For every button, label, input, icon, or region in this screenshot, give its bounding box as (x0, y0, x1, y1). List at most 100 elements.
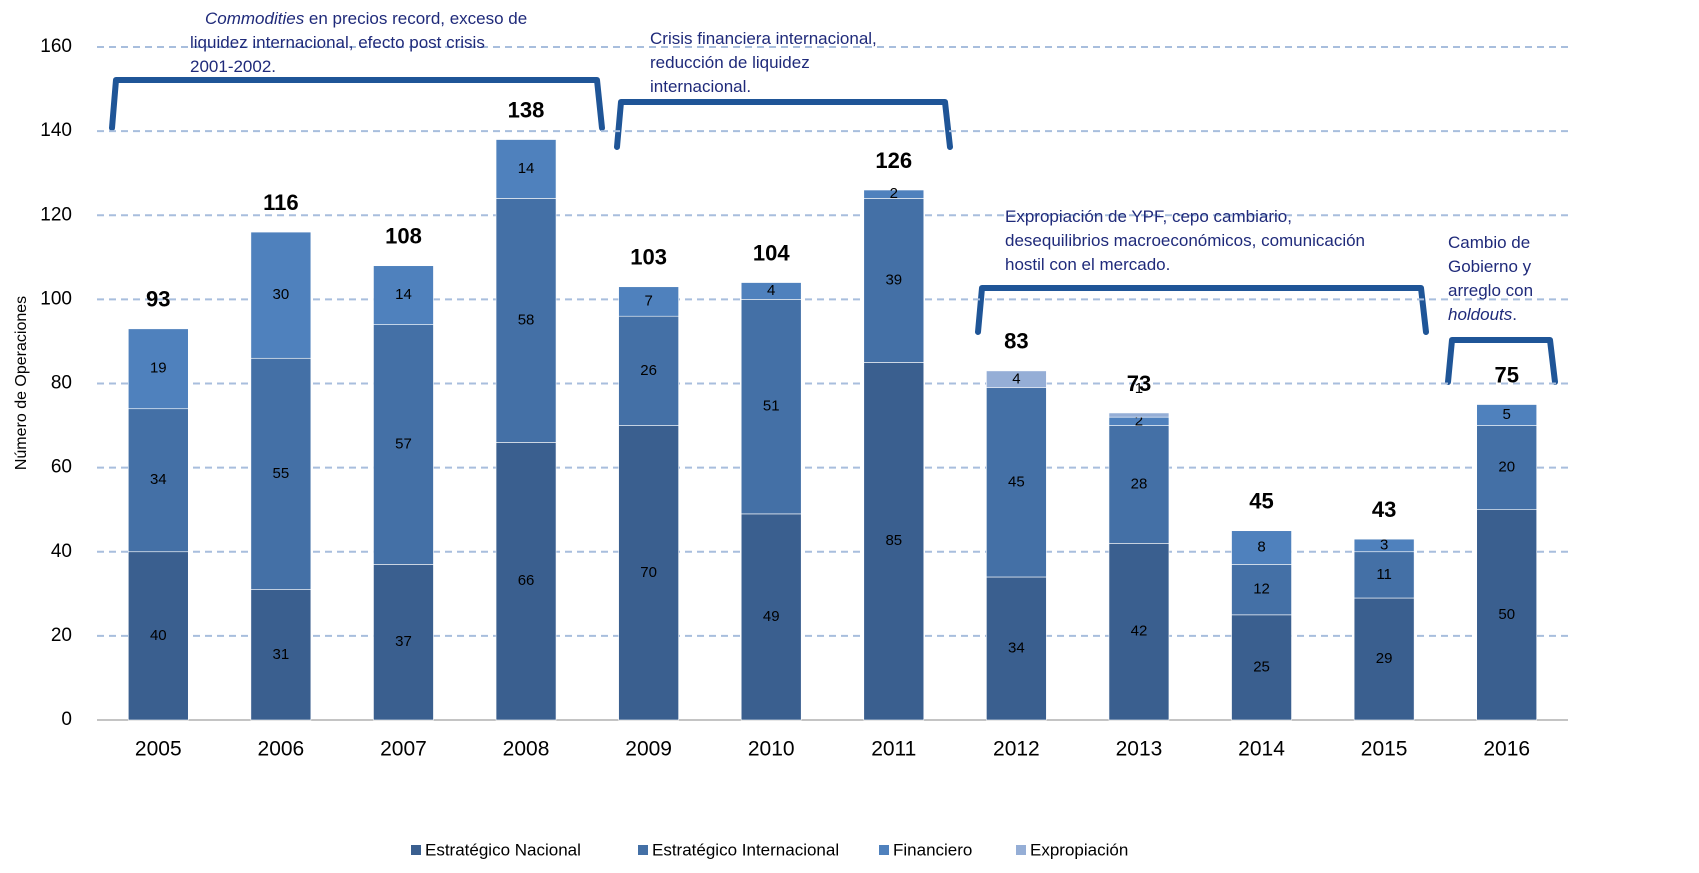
total-label: 43 (1372, 497, 1396, 522)
segment-label: 51 (763, 398, 780, 415)
bar-segment (1231, 530, 1292, 565)
segment-label: 66 (518, 572, 535, 589)
annotation: Cambio de (1448, 233, 1530, 252)
bracket (614, 99, 953, 150)
annotation-part: Gobierno y (1448, 257, 1532, 276)
bar-segment (986, 387, 1047, 578)
bar-segment (1108, 425, 1170, 544)
annotation-part: Expropiación de YPF, cepo cambiario, (1005, 207, 1292, 226)
segment-label: 11 (1376, 566, 1392, 583)
segment-label: 49 (763, 608, 780, 625)
segment-label: 25 (1253, 658, 1270, 675)
bar-segment (1231, 614, 1292, 721)
segment-label: 45 (1008, 473, 1025, 490)
bar-segment (250, 357, 312, 590)
bar-segment (495, 198, 557, 443)
annotation-part: hostil con el mercado. (1005, 255, 1170, 274)
annotation: 2001-2002. (190, 57, 276, 76)
bar-segment (863, 189, 925, 199)
bar-segment (127, 551, 189, 721)
segment-label: 19 (150, 360, 167, 377)
annotation: hostil con el mercado. (1005, 255, 1170, 274)
legend-label: Estratégico Nacional (425, 840, 581, 859)
y-tick-label: 120 (40, 204, 72, 225)
annotation: liquidez internacional, efecto post cris… (190, 33, 485, 52)
total-label: 103 (630, 245, 667, 270)
annotation-part: desequilibrios macroeconómicos, comunica… (1005, 231, 1365, 250)
total-label: 126 (875, 148, 912, 173)
segment-label: 4 (1012, 370, 1020, 387)
bar-segment (1476, 404, 1538, 426)
y-tick-label: 20 (51, 625, 72, 646)
bar-segment (127, 408, 189, 553)
annotation: reducción de liquidez (650, 53, 810, 72)
bar-segment (618, 286, 679, 317)
annotation: holdouts. (1448, 305, 1517, 324)
bar-segment (863, 362, 925, 721)
segment-label: 28 (1131, 475, 1148, 492)
segment-label: 40 (150, 627, 167, 644)
bar-segment (373, 265, 434, 325)
y-tick-label: 160 (40, 36, 72, 57)
annotation: Commodities en precios record, exceso de (205, 9, 527, 28)
annotation-part: 2001-2002. (190, 57, 276, 76)
total-label: 104 (753, 240, 790, 265)
annotation-part: arreglo con (1448, 281, 1533, 300)
y-tick-label: 60 (51, 457, 72, 478)
segment-label: 85 (885, 532, 902, 549)
x-tick-label: 2008 (503, 738, 550, 761)
bracket (1445, 337, 1558, 385)
x-tick-label: 2011 (871, 738, 916, 761)
total-label: 93 (146, 287, 170, 312)
total-label: 45 (1249, 489, 1273, 514)
y-axis-label: Número de Operaciones (13, 296, 30, 470)
segment-label: 14 (395, 286, 412, 303)
annotation: Crisis financiera internacional, (650, 29, 877, 48)
x-tick-label: 2007 (380, 738, 427, 761)
annotation-part: internacional. (650, 77, 751, 96)
legend-swatch (411, 845, 421, 855)
segment-label: 57 (395, 435, 412, 452)
total-label: 73 (1127, 371, 1151, 396)
segment-label: 55 (273, 465, 290, 482)
annotation: Gobierno y (1448, 257, 1532, 276)
x-tick-label: 2010 (748, 738, 795, 761)
segment-label: 2 (890, 185, 898, 202)
annotation: internacional. (650, 77, 751, 96)
legend-label: Financiero (893, 840, 972, 859)
bar-segment (618, 425, 679, 721)
y-tick-label: 80 (51, 373, 72, 394)
bar-segment (1353, 538, 1415, 553)
bar-segment (1353, 597, 1415, 721)
annotation: arreglo con (1448, 281, 1533, 300)
annotation-part: Crisis financiera internacional, (650, 29, 877, 48)
bar-segment (250, 589, 312, 721)
bracket (975, 285, 1429, 335)
total-label: 75 (1494, 362, 1518, 387)
segment-label: 14 (518, 160, 535, 177)
segment-label: 2 (1135, 412, 1143, 429)
bar-segment (863, 198, 925, 363)
annotation-part: . (1512, 305, 1517, 324)
x-tick-label: 2015 (1361, 738, 1408, 761)
x-tick-label: 2012 (993, 738, 1040, 761)
annotation: desequilibrios macroeconómicos, comunica… (1005, 231, 1365, 250)
y-tick-label: 140 (40, 120, 72, 141)
segment-label: 4 (767, 282, 775, 299)
total-label: 138 (508, 97, 545, 122)
segment-label: 26 (640, 362, 657, 379)
x-tick-label: 2006 (258, 738, 305, 761)
segment-label: 50 (1498, 606, 1515, 623)
segment-label: 12 (1253, 581, 1270, 598)
y-tick-label: 0 (61, 709, 72, 730)
segment-label: 5 (1503, 406, 1511, 423)
x-tick-label: 2009 (625, 738, 672, 761)
legend-swatch (879, 845, 889, 855)
x-tick-label: 2014 (1238, 738, 1285, 761)
bar-segment (986, 370, 1047, 389)
annotation-part: Cambio de (1448, 233, 1530, 252)
x-tick-label: 2005 (135, 738, 182, 761)
annotation-part: reducción de liquidez (650, 53, 810, 72)
bar-segment (740, 513, 802, 721)
